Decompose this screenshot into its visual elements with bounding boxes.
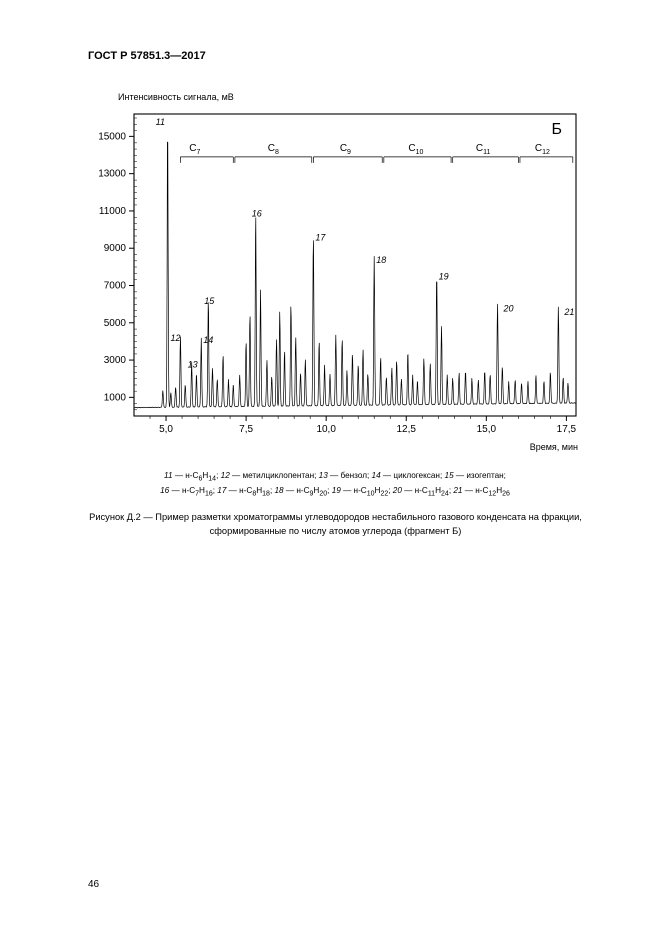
svg-text:5,0: 5,0 xyxy=(159,424,173,435)
svg-text:Б: Б xyxy=(552,121,563,138)
svg-text:21: 21 xyxy=(563,307,574,317)
svg-text:13: 13 xyxy=(188,359,198,369)
svg-text:14: 14 xyxy=(203,335,213,345)
page-number: 46 xyxy=(88,879,99,890)
svg-text:13000: 13000 xyxy=(98,169,126,180)
svg-text:19: 19 xyxy=(439,272,449,282)
svg-text:17: 17 xyxy=(315,232,326,242)
svg-text:11: 11 xyxy=(156,117,165,127)
svg-text:18: 18 xyxy=(376,255,386,265)
svg-text:15000: 15000 xyxy=(98,131,126,142)
svg-text:12,5: 12,5 xyxy=(397,424,417,435)
y-axis-label: Интенсивность сигнала, мВ xyxy=(118,92,613,102)
document-code: ГОСТ Р 57851.3—2017 xyxy=(88,50,613,62)
chromatogram-chart: 1000 3000 5000 7000 9000 11000 13000 15000 5,0 7,… xyxy=(90,108,580,443)
chart-svg: 1000 3000 5000 7000 9000 11000 13000 15000 5,0 7,… xyxy=(90,108,580,438)
svg-text:16: 16 xyxy=(252,208,262,218)
svg-text:5000: 5000 xyxy=(104,318,127,329)
svg-text:7000: 7000 xyxy=(104,281,127,292)
svg-text:11000: 11000 xyxy=(99,206,127,217)
svg-text:15: 15 xyxy=(204,296,215,306)
svg-text:1000: 1000 xyxy=(104,392,127,403)
x-axis-label: Время, мин xyxy=(88,442,578,452)
svg-text:10,0: 10,0 xyxy=(316,424,336,435)
svg-text:3000: 3000 xyxy=(104,355,127,366)
svg-text:7,5: 7,5 xyxy=(239,424,253,435)
svg-text:15,0: 15,0 xyxy=(477,424,497,435)
svg-text:9000: 9000 xyxy=(104,243,127,254)
figure-caption: Рисунок Д.2 — Пример разметки хроматогра… xyxy=(78,511,593,539)
peak-legend: 11 — н-C6H14; 12 — метилциклопентан; 13 … xyxy=(90,470,580,501)
svg-text:12: 12 xyxy=(170,333,180,343)
svg-text:17,5: 17,5 xyxy=(557,424,577,435)
svg-text:20: 20 xyxy=(503,303,514,313)
